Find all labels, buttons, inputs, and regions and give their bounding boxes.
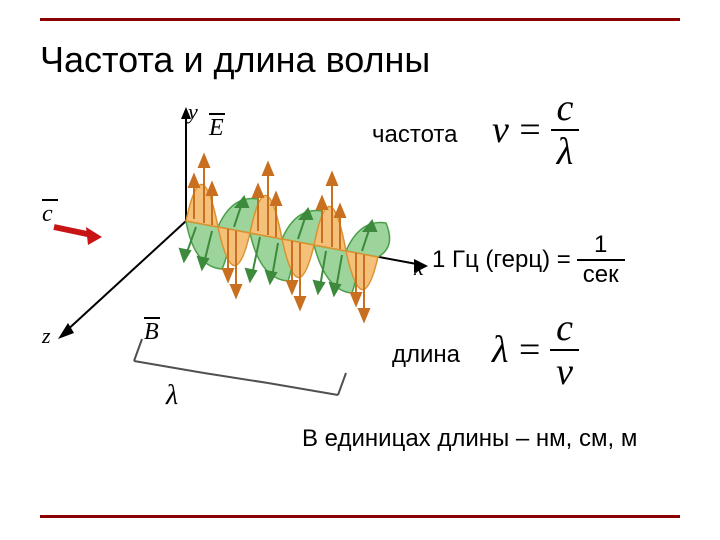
wavelength-label: λ <box>166 380 178 412</box>
hertz-definition: 1 Гц (герц) = 1 сек <box>432 233 625 287</box>
axis-label-x: x <box>414 255 424 281</box>
vector-label-c: c <box>42 199 58 228</box>
content-body: y x z E B c λ частота ν = c <box>40 95 680 455</box>
bottom-rule <box>40 515 680 518</box>
vector-label-b: B <box>144 317 160 346</box>
vector-label-e-text: E <box>209 115 224 141</box>
page-title: Частота и длина волны <box>40 39 680 81</box>
formula1-num: c <box>551 89 580 127</box>
formula1-eq: = <box>517 108 543 152</box>
units-footer: В единицах длины – нм, см, м <box>302 425 637 453</box>
vector-label-c-text: c <box>42 201 53 227</box>
wavelength-text-label: длина <box>392 341 460 369</box>
frequency-label: частота <box>372 121 457 149</box>
hz-den: сек <box>577 263 625 287</box>
formula2-eq: = <box>516 328 542 372</box>
axis-label-y: y <box>188 99 198 125</box>
vector-label-e: E <box>209 113 225 142</box>
hz-num: 1 <box>588 233 613 257</box>
formula1-den: λ <box>551 133 579 171</box>
formula2-num: c <box>550 309 579 347</box>
formula1-lhs: ν <box>492 108 509 152</box>
formula2-lhs: λ <box>492 328 508 372</box>
formula-frequency: ν = c λ <box>492 89 579 171</box>
formula-wavelength: λ = c ν <box>492 309 579 391</box>
hz-lhs: 1 Гц (герц) = <box>432 246 571 274</box>
axis-label-z: z <box>42 323 51 349</box>
formula2-den: ν <box>550 353 579 391</box>
vector-label-b-text: B <box>144 319 159 345</box>
